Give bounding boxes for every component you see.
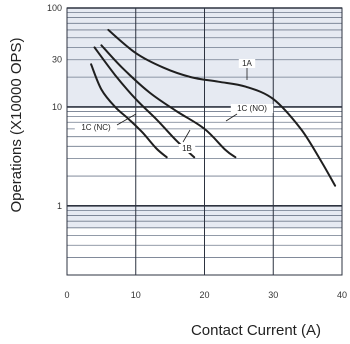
x-tick-label: 30 (268, 290, 278, 300)
plot-frame (66, 7, 343, 276)
series-line-1b (93, 46, 196, 159)
annotation-leader-1b (182, 129, 191, 143)
series-line-1c-no (100, 44, 237, 159)
annotation-leader-1c-no (225, 113, 238, 122)
annotation-bg-1b (178, 144, 196, 153)
annotation-bg-1c-nc (74, 123, 118, 132)
x-tick-label: 40 (337, 290, 347, 300)
annotation-bg-1a (238, 59, 256, 68)
annotation-leader-1c-nc (116, 113, 137, 126)
annotations: 1A 1C (NO) 1B 1C (NC) (74, 59, 274, 153)
y-tick-label: 30 (52, 55, 62, 65)
x-tick-label: 10 (131, 290, 141, 300)
grid-lines (66, 7, 343, 276)
y-tick-label: 10 (52, 102, 62, 112)
x-axis-title: Contact Current (A) (191, 322, 321, 339)
x-tick-label: 0 (64, 290, 69, 300)
series-line-1a (107, 28, 337, 187)
series-line-1c-nc (90, 63, 168, 159)
annotation-label-1a: 1A (242, 59, 252, 68)
tick-labels: 0 10 20 30 40 1 10 30 100 (47, 3, 347, 300)
y-axis-title: Operations (X10000 OPS) (8, 37, 25, 212)
annotation-label-1c-nc: 1C (NC) (81, 123, 111, 132)
curves (90, 28, 337, 187)
annotation-bg-1c-no (230, 104, 274, 113)
y-tick-label: 1 (57, 201, 62, 211)
annotation-label-1c-no: 1C (NO) (237, 104, 267, 113)
y-tick-label: 100 (47, 3, 62, 13)
x-tick-label: 20 (199, 290, 209, 300)
annotation-label-1b: 1B (182, 144, 192, 153)
